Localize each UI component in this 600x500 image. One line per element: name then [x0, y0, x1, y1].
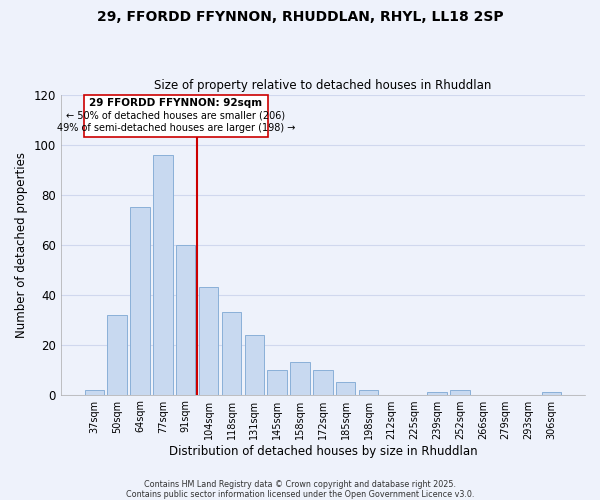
Bar	[153, 154, 173, 394]
Text: 49% of semi-detached houses are larger (198) →: 49% of semi-detached houses are larger (…	[57, 124, 295, 134]
Title: Size of property relative to detached houses in Rhuddlan: Size of property relative to detached ho…	[154, 79, 491, 92]
Y-axis label: Number of detached properties: Number of detached properties	[15, 152, 28, 338]
Bar	[245, 334, 264, 394]
Bar	[85, 390, 104, 394]
Bar	[199, 287, 218, 395]
Bar	[176, 244, 196, 394]
Text: 29 FFORDD FFYNNON: 92sqm: 29 FFORDD FFYNNON: 92sqm	[89, 98, 263, 108]
Bar	[451, 390, 470, 394]
Text: Contains public sector information licensed under the Open Government Licence v3: Contains public sector information licen…	[126, 490, 474, 499]
Bar	[290, 362, 310, 394]
Text: ← 50% of detached houses are smaller (206): ← 50% of detached houses are smaller (20…	[67, 111, 286, 121]
FancyBboxPatch shape	[84, 94, 268, 137]
X-axis label: Distribution of detached houses by size in Rhuddlan: Distribution of detached houses by size …	[169, 444, 477, 458]
Bar	[336, 382, 355, 394]
Bar	[313, 370, 332, 394]
Bar	[542, 392, 561, 394]
Bar	[427, 392, 447, 394]
Bar	[268, 370, 287, 394]
Bar	[222, 312, 241, 394]
Bar	[359, 390, 379, 394]
Text: 29, FFORDD FFYNNON, RHUDDLAN, RHYL, LL18 2SP: 29, FFORDD FFYNNON, RHUDDLAN, RHYL, LL18…	[97, 10, 503, 24]
Text: Contains HM Land Registry data © Crown copyright and database right 2025.: Contains HM Land Registry data © Crown c…	[144, 480, 456, 489]
Bar	[107, 314, 127, 394]
Bar	[130, 207, 150, 394]
